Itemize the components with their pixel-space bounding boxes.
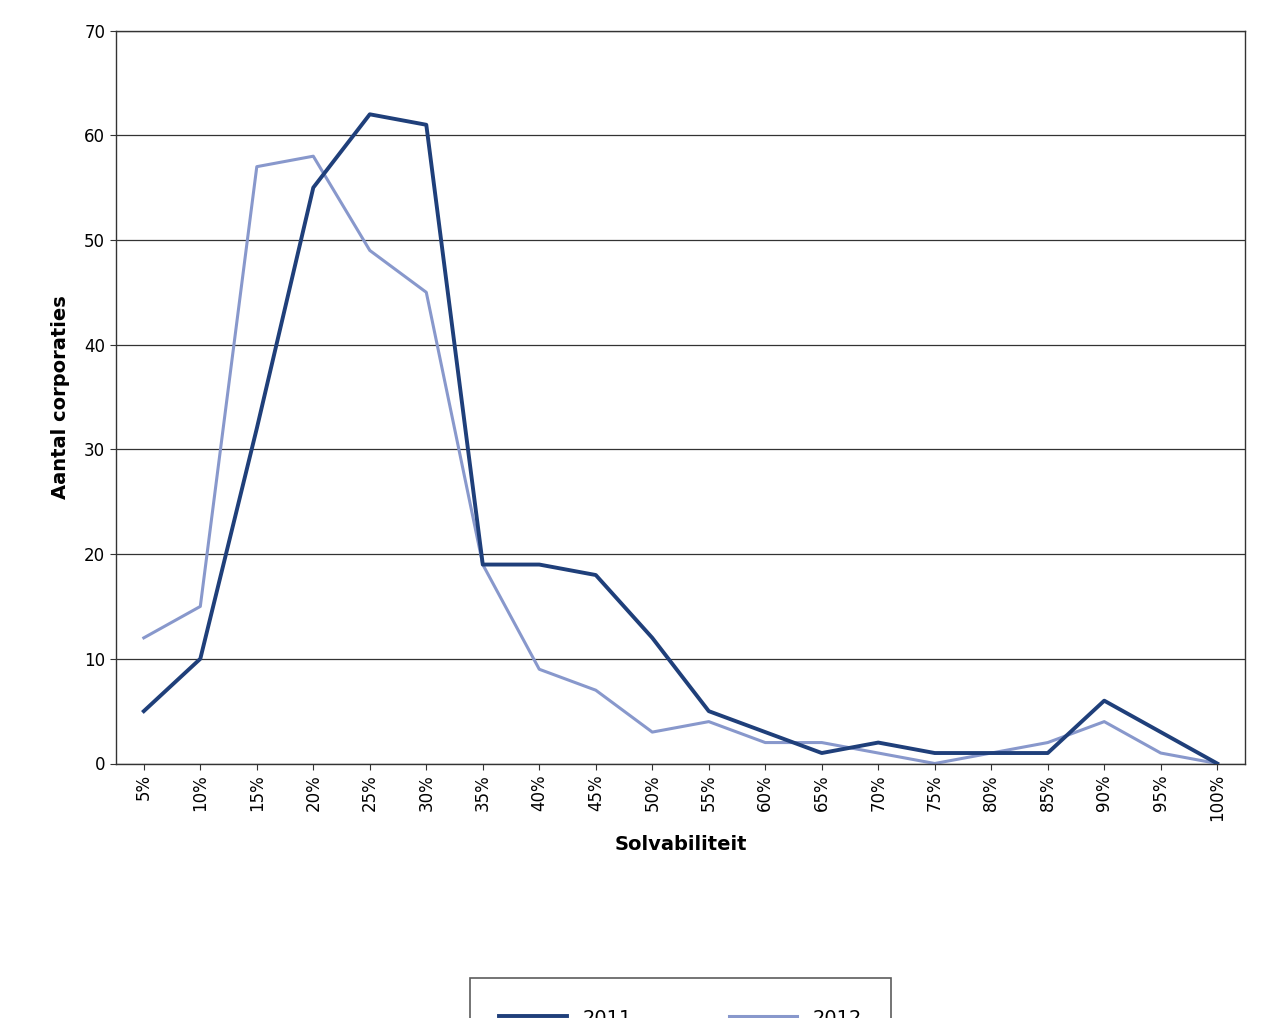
- 2011: [701, 705, 716, 718]
- 2011: [419, 119, 434, 131]
- 2011: [758, 726, 773, 738]
- 2011: [193, 653, 208, 665]
- 2011: [1097, 694, 1112, 706]
- 2012: [588, 684, 603, 696]
- 2011: [984, 747, 999, 759]
- 2011: [871, 736, 886, 748]
- 2011: [645, 632, 660, 644]
- 2011: [1210, 757, 1225, 770]
- 2012: [758, 736, 773, 748]
- 2011: [927, 747, 942, 759]
- 2011: [1153, 726, 1168, 738]
- 2011: [362, 108, 377, 120]
- 2011: [136, 705, 152, 718]
- 2012: [927, 757, 942, 770]
- 2011: [475, 559, 490, 571]
- 2011: [306, 181, 321, 193]
- 2011: [814, 747, 829, 759]
- 2012: [1153, 747, 1168, 759]
- X-axis label: Solvabiliteit: Solvabiliteit: [614, 835, 747, 854]
- 2011: [249, 422, 265, 435]
- 2012: [1210, 757, 1225, 770]
- 2012: [362, 244, 377, 257]
- 2012: [475, 559, 490, 571]
- 2012: [532, 663, 547, 675]
- Line: 2012: 2012: [144, 156, 1217, 764]
- 2011: [532, 559, 547, 571]
- 2012: [136, 632, 152, 644]
- 2012: [1040, 736, 1055, 748]
- 2012: [871, 747, 886, 759]
- Legend: 2011, 2012: 2011, 2012: [470, 978, 891, 1018]
- 2012: [701, 716, 716, 728]
- 2012: [249, 161, 265, 173]
- 2011: [1040, 747, 1055, 759]
- 2012: [984, 747, 999, 759]
- 2012: [814, 736, 829, 748]
- 2012: [193, 601, 208, 613]
- 2012: [306, 150, 321, 162]
- 2012: [645, 726, 660, 738]
- 2011: [588, 569, 603, 581]
- 2012: [1097, 716, 1112, 728]
- 2012: [419, 286, 434, 298]
- Line: 2011: 2011: [144, 114, 1217, 764]
- Y-axis label: Aantal corporaties: Aantal corporaties: [51, 295, 71, 499]
